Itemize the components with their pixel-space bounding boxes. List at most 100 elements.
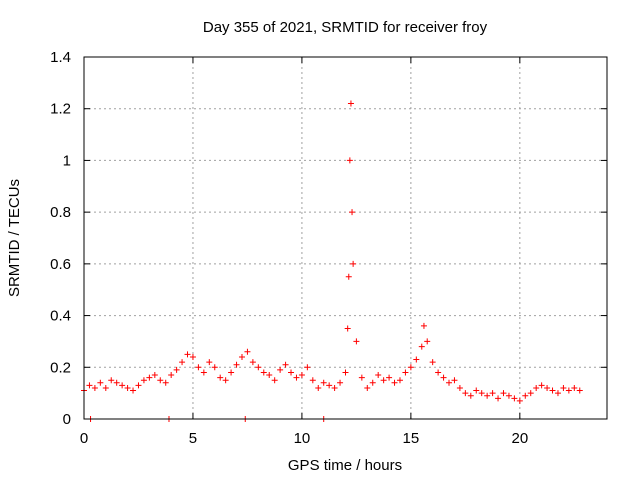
data-point — [206, 359, 213, 366]
data-point — [418, 343, 425, 350]
data-point — [331, 384, 338, 391]
data-point — [544, 384, 551, 391]
data-point — [386, 374, 393, 381]
data-point — [353, 338, 360, 345]
data-point — [200, 369, 207, 376]
data-point — [108, 377, 115, 384]
chart-title: Day 355 of 2021, SRMTID for receiver fro… — [203, 19, 488, 36]
data-point — [293, 374, 300, 381]
data-point — [288, 369, 295, 376]
data-point — [538, 382, 545, 389]
data-point — [456, 384, 463, 391]
data-point — [500, 390, 507, 397]
data-point — [440, 374, 447, 381]
data-point — [489, 390, 496, 397]
data-point — [97, 379, 104, 386]
data-point — [282, 361, 289, 368]
data-point — [462, 390, 469, 397]
data-point — [86, 382, 93, 389]
x-tick-label: 5 — [189, 430, 197, 447]
data-point — [222, 377, 229, 384]
data-point — [533, 384, 540, 391]
data-point — [244, 348, 251, 355]
data-point — [337, 379, 344, 386]
y-tick-label: 0.4 — [50, 308, 71, 325]
data-point — [516, 397, 523, 404]
x-tick-label: 10 — [294, 430, 311, 447]
data-point — [522, 392, 529, 399]
data-point — [358, 374, 365, 381]
data-point — [238, 353, 245, 360]
data-point — [277, 366, 284, 373]
data-point — [505, 392, 512, 399]
data-point — [179, 359, 186, 366]
data-point — [407, 364, 414, 371]
data-point — [413, 356, 420, 363]
data-point — [467, 392, 474, 399]
data-point — [211, 364, 218, 371]
data-point — [484, 392, 491, 399]
series-srmtid — [81, 100, 583, 422]
data-point — [320, 379, 327, 386]
data-point — [135, 382, 142, 389]
y-tick-label: 1.2 — [50, 101, 71, 118]
data-point — [571, 384, 578, 391]
data-point — [549, 387, 556, 394]
data-point — [249, 359, 256, 366]
data-point — [560, 384, 567, 391]
y-axis-label: SRMTID / TECUs — [6, 179, 23, 297]
data-point — [309, 377, 316, 384]
data-point — [217, 374, 224, 381]
data-point — [130, 387, 137, 394]
y-tick-label: 0.8 — [50, 204, 71, 221]
data-point — [140, 377, 147, 384]
data-point — [391, 379, 398, 386]
data-point — [146, 374, 153, 381]
data-point — [375, 372, 382, 379]
data-point — [511, 395, 518, 402]
data-point — [326, 382, 333, 389]
data-point — [271, 377, 278, 384]
data-point — [369, 379, 376, 386]
data-point — [195, 364, 202, 371]
data-point — [124, 384, 131, 391]
plot-frame — [83, 56, 608, 420]
data-point — [380, 377, 387, 384]
data-point — [451, 377, 458, 384]
data-point — [346, 157, 353, 164]
data-point — [151, 372, 158, 379]
x-tick-label: 20 — [511, 430, 528, 447]
tick-labels: 0 5 10 15 20 0 0.2 0.4 0.6 0.8 1 1.2 1.4 — [50, 49, 528, 447]
data-point — [228, 369, 235, 376]
data-point — [347, 100, 354, 107]
data-point — [102, 384, 109, 391]
y-tick-label: 0 — [63, 411, 71, 428]
data-point — [344, 325, 351, 332]
data-point — [260, 369, 267, 376]
y-tick-label: 0.6 — [50, 256, 71, 273]
data-point — [189, 353, 196, 360]
data-point — [402, 369, 409, 376]
data-point — [554, 390, 561, 397]
y-tick-label: 0.2 — [50, 359, 71, 376]
data-point — [168, 372, 175, 379]
data-point — [162, 379, 169, 386]
data-point — [446, 379, 453, 386]
data-point — [478, 390, 485, 397]
data-point — [396, 377, 403, 384]
data-point — [315, 384, 322, 391]
y-tick-label: 1 — [63, 152, 71, 169]
data-point — [565, 387, 572, 394]
grid — [84, 57, 607, 419]
data-point — [429, 359, 436, 366]
data-point — [435, 369, 442, 376]
x-axis-label: GPS time / hours — [288, 457, 402, 474]
data-point — [349, 209, 356, 216]
x-tick-label: 0 — [80, 430, 88, 447]
data-point — [473, 387, 480, 394]
data-point — [527, 390, 534, 397]
data-point — [298, 372, 305, 379]
x-tick-label: 15 — [403, 430, 420, 447]
